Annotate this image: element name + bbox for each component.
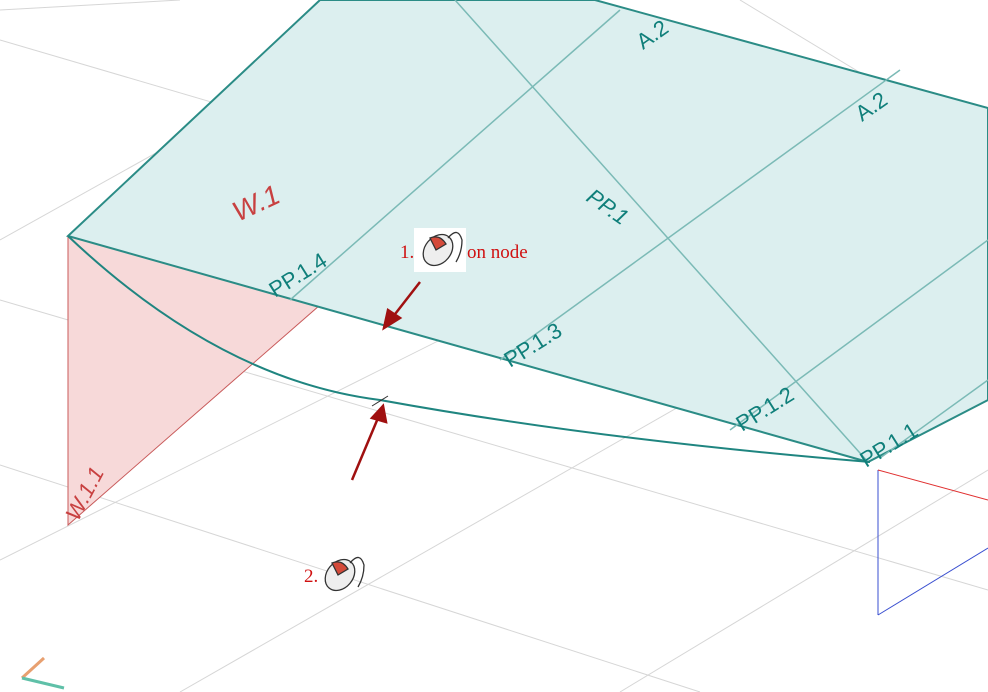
step-text: on node xyxy=(467,242,528,263)
mouse-icon xyxy=(422,231,463,267)
node xyxy=(371,395,389,407)
support-lines xyxy=(877,469,988,616)
step-number: 1. xyxy=(400,242,414,263)
cable xyxy=(67,235,871,463)
mouse-icon xyxy=(324,556,365,592)
step-number: 2. xyxy=(304,566,318,587)
coordinate-triad xyxy=(20,656,65,690)
slab-edges xyxy=(289,0,988,463)
arrows xyxy=(350,281,421,481)
